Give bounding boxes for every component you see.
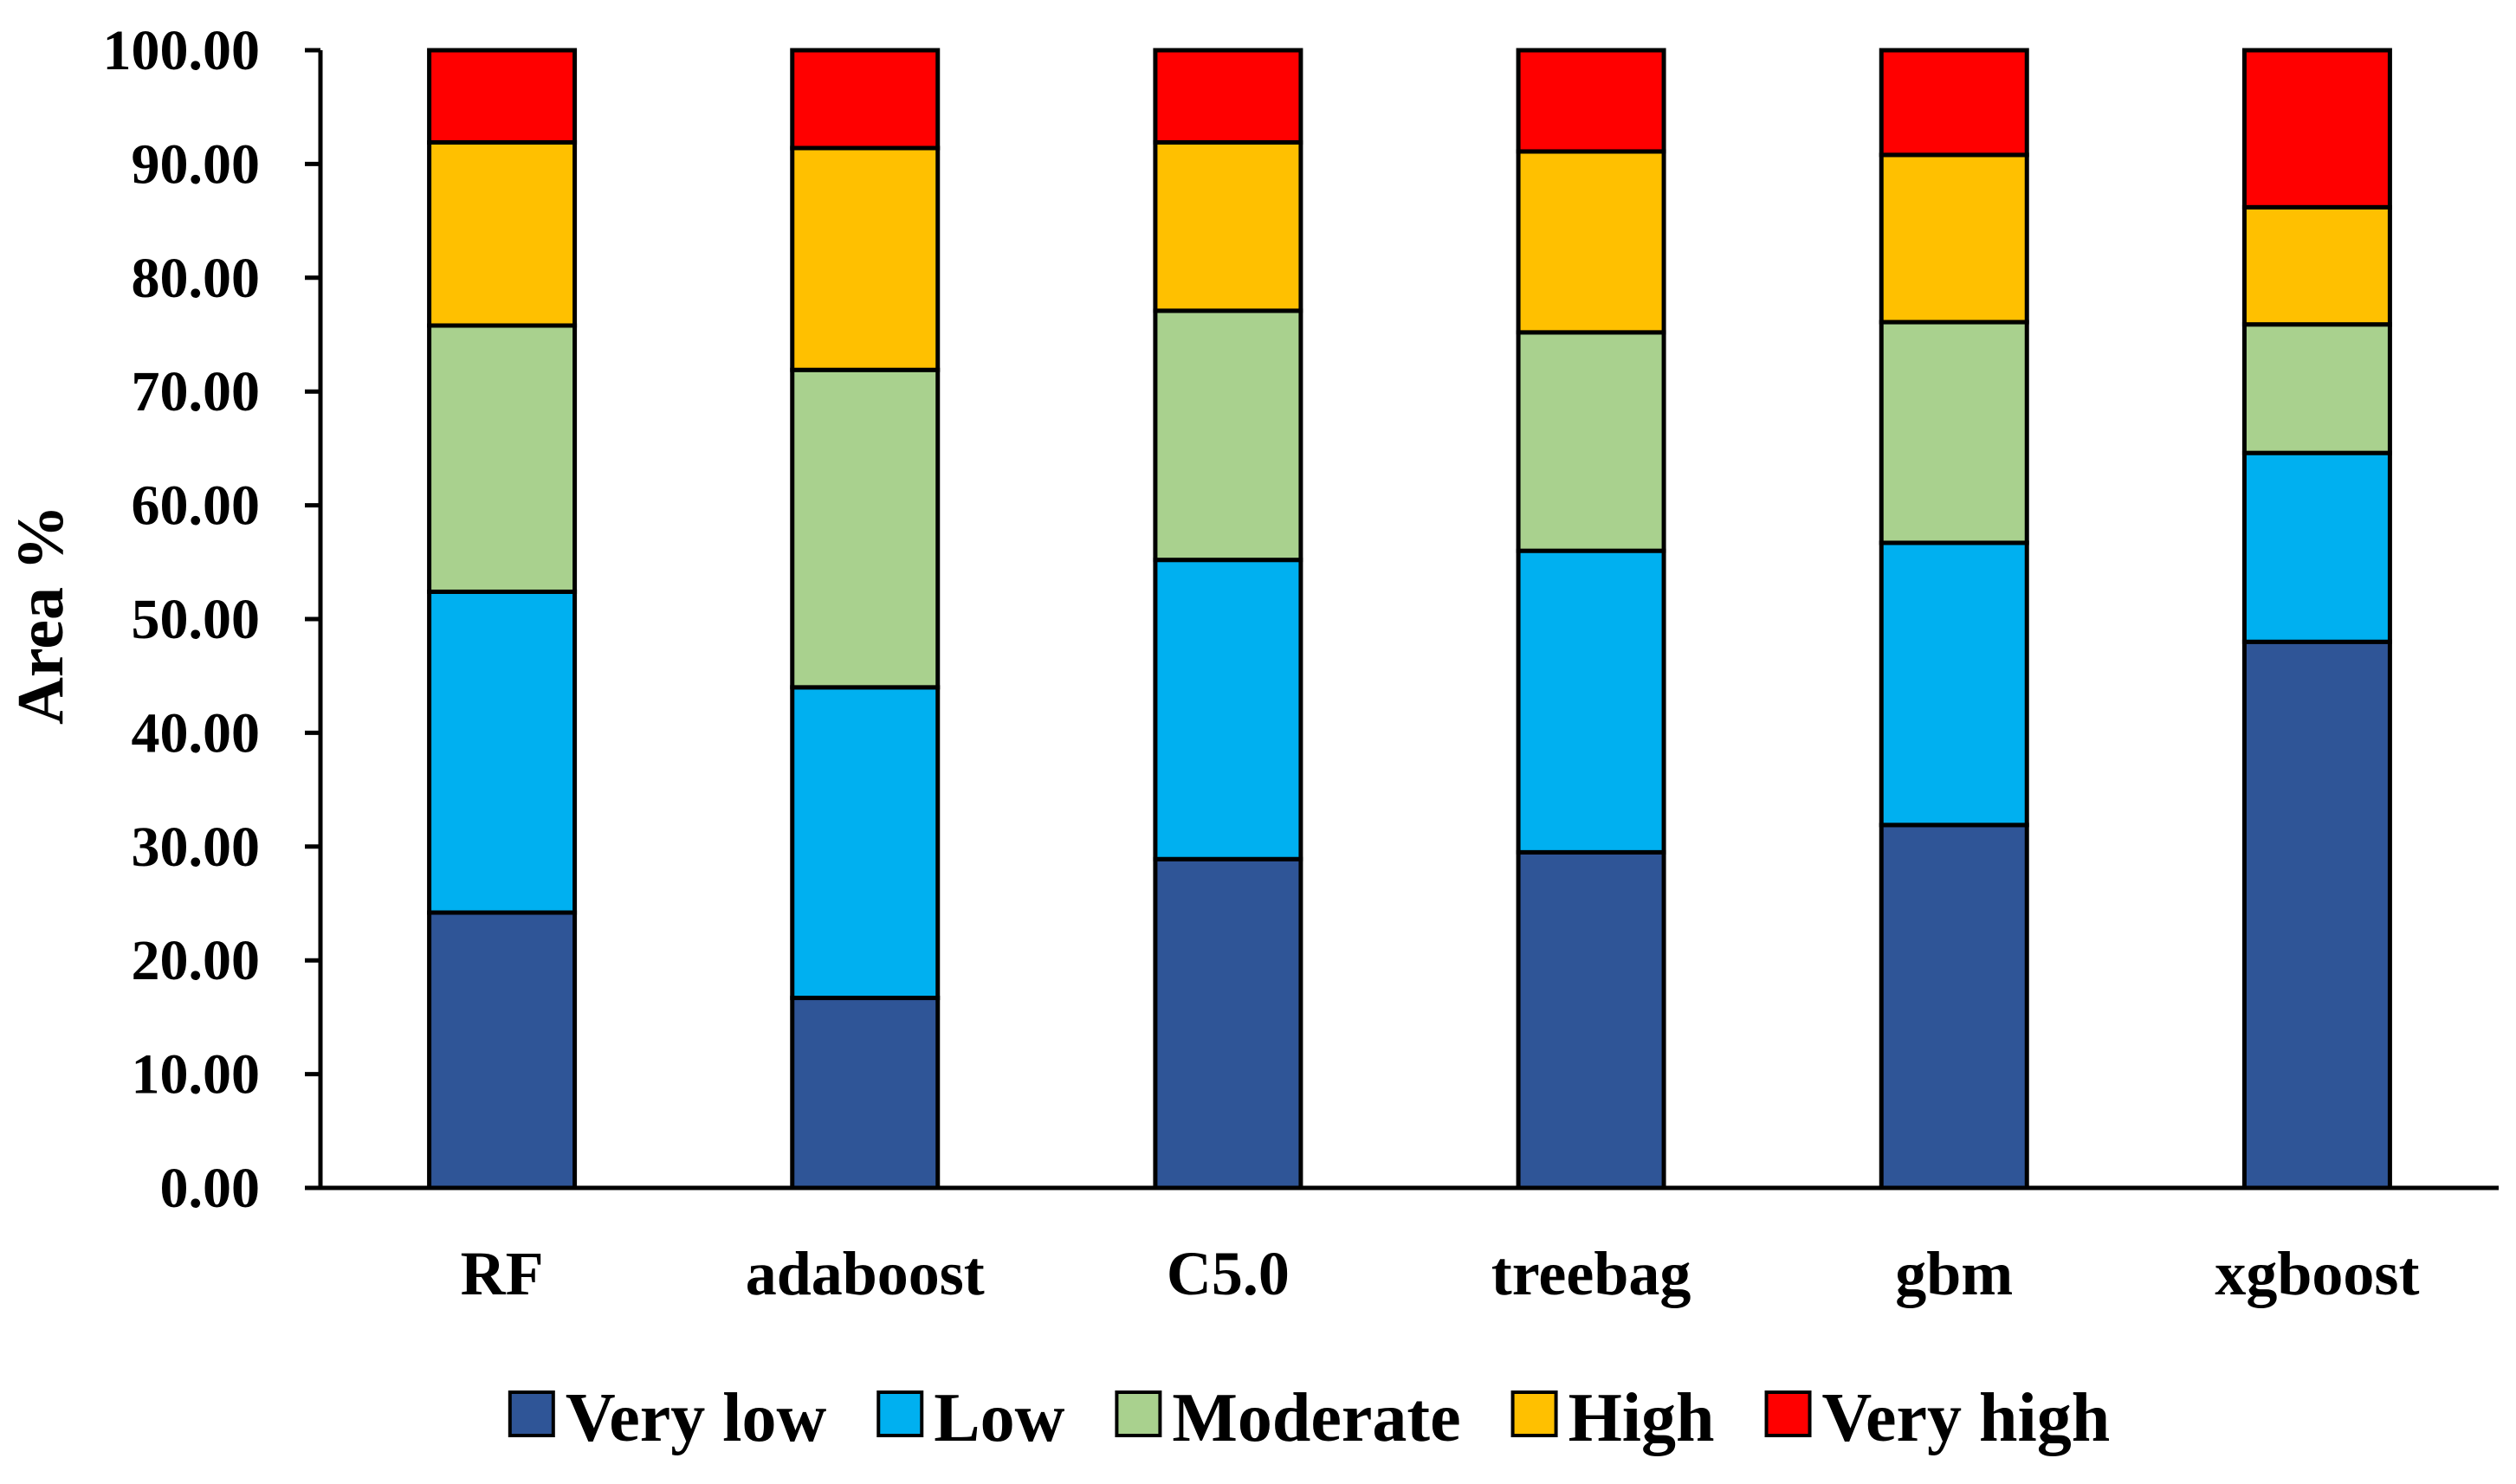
- bar-segment-gbm-high: [1879, 152, 2029, 325]
- bar-segment-adaboost-high: [790, 145, 941, 372]
- legend-swatch-moderate: [1115, 1390, 1162, 1437]
- bar-segment-xgboost-very-low: [2241, 639, 2392, 1190]
- bar-segment-c5-0-moderate: [1153, 308, 1303, 563]
- legend-item-low: Low: [876, 1380, 1065, 1456]
- legend-label-high: High: [1568, 1380, 1715, 1456]
- legend-swatch-high: [1510, 1390, 1558, 1437]
- bar-segment-c5-0-high: [1153, 139, 1303, 313]
- bar-segment-gbm-low: [1879, 540, 2029, 828]
- bar-segment-adaboost-very-high: [790, 48, 941, 151]
- bar-segment-c5-0-very-low: [1153, 856, 1303, 1190]
- y-tick-label: 80.00: [132, 247, 261, 310]
- legend-swatch-very-high: [1764, 1390, 1812, 1437]
- y-tick-label: 40.00: [132, 701, 261, 765]
- y-tick-label: 100.00: [103, 19, 261, 82]
- bar-segment-rf-moderate: [427, 323, 578, 594]
- legend-item-moderate: Moderate: [1115, 1380, 1461, 1456]
- bar-segment-adaboost-low: [790, 685, 941, 1001]
- y-tick-label: 50.00: [132, 588, 261, 651]
- x-tick-label-xgboost: xgboost: [2215, 1239, 2419, 1308]
- x-tick-label-c5-0: C5.0: [1167, 1239, 1290, 1308]
- bar-segment-adaboost-moderate: [790, 367, 941, 690]
- x-tick-label-gbm: gbm: [1895, 1239, 2013, 1308]
- bar-segment-c5-0-low: [1153, 558, 1303, 861]
- x-tick-label-rf: RF: [461, 1239, 544, 1308]
- x-tick-label-adaboost: adaboost: [746, 1239, 985, 1308]
- legend-item-very-high: Very high: [1764, 1380, 2111, 1456]
- y-tick-labels: 0.00 10.00 20.00 30.00 40.00 50.00 60.00 70.00 8…: [103, 19, 261, 1220]
- axes-layer: [305, 48, 2499, 1190]
- bar-segment-treebag-moderate: [1516, 330, 1666, 553]
- y-tick-label: 70.00: [132, 360, 261, 423]
- legend-label-very-low: Very low: [566, 1380, 827, 1456]
- bar-segment-xgboost-very-high: [2241, 48, 2392, 210]
- legend-label-moderate: Moderate: [1172, 1380, 1460, 1456]
- legend-swatch-very-low: [508, 1390, 555, 1437]
- y-tick-label: 20.00: [132, 929, 261, 992]
- bar-segment-treebag-very-high: [1516, 48, 1666, 154]
- bar-segment-c5-0-very-high: [1153, 48, 1303, 145]
- y-axis-title: Area %: [4, 505, 77, 725]
- legend-label-very-high: Very high: [1822, 1380, 2111, 1456]
- bar-segment-rf-very-high: [427, 48, 578, 145]
- bar-segment-xgboost-low: [2241, 450, 2392, 644]
- x-tick-label-treebag: treebag: [1491, 1239, 1691, 1308]
- y-tick-label: 30.00: [132, 816, 261, 879]
- y-tick-label: 60.00: [132, 474, 261, 538]
- legend-label-low: Low: [934, 1380, 1064, 1456]
- bar-segment-treebag-high: [1516, 149, 1666, 335]
- bar-segment-rf-low: [427, 589, 578, 915]
- y-tick-label: 0.00: [160, 1157, 261, 1220]
- bar-segment-gbm-very-high: [1879, 48, 2029, 158]
- bar-segment-rf-very-low: [427, 910, 578, 1190]
- bars-layer: [427, 48, 2392, 1190]
- bar-segment-gbm-moderate: [1879, 319, 2029, 545]
- y-tick-label: 90.00: [132, 132, 261, 196]
- legend: Very low Low Moderate High Very high: [508, 1380, 2111, 1456]
- bar-segment-treebag-very-low: [1516, 849, 1666, 1190]
- bar-segment-gbm-very-low: [1879, 823, 2029, 1190]
- legend-item-very-low: Very low: [508, 1380, 827, 1456]
- legend-swatch-low: [876, 1390, 924, 1437]
- legend-item-high: High: [1510, 1380, 1715, 1456]
- x-category-labels: RF adaboost C5.0 treebag gbm xgboost: [461, 1239, 2420, 1308]
- y-tick-label: 10.00: [132, 1043, 261, 1107]
- bar-segment-rf-high: [427, 139, 578, 328]
- bar-segment-xgboost-moderate: [2241, 322, 2392, 455]
- bar-segment-adaboost-very-low: [790, 996, 941, 1190]
- bar-segment-treebag-low: [1516, 548, 1666, 855]
- bar-segment-xgboost-high: [2241, 204, 2392, 327]
